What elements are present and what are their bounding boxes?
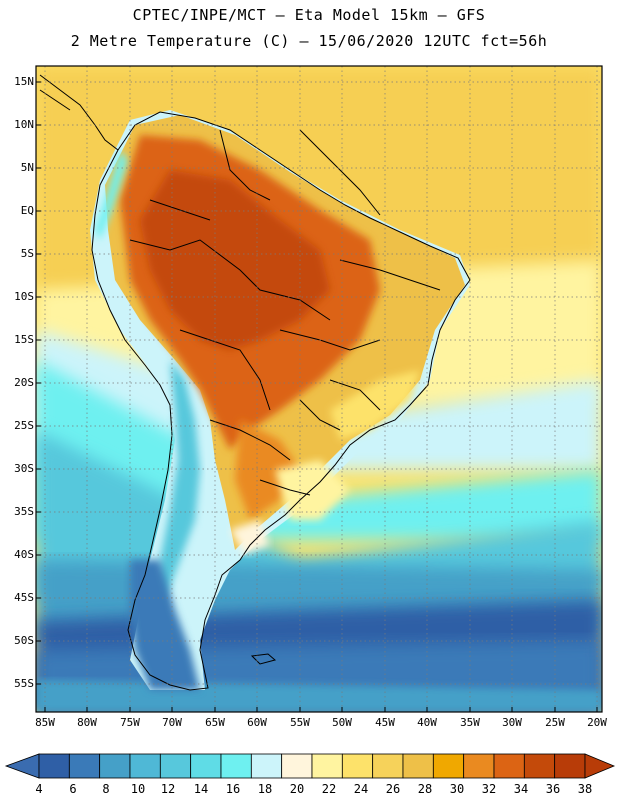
lon-label: 40W [417, 716, 437, 729]
lat-label: 5S [20, 247, 34, 260]
colorbar-swatch [341, 753, 374, 779]
lat-label: 40S [14, 548, 34, 561]
lon-label: 60W [247, 716, 267, 729]
temperature-field [36, 66, 602, 712]
colorbar-label: 14 [193, 782, 209, 796]
colorbar-label: 34 [513, 782, 529, 796]
lon-label: 85W [35, 716, 55, 729]
lat-label: 45S [14, 591, 34, 604]
lon-label: 20W [587, 716, 607, 729]
colorbar-swatch [432, 753, 465, 779]
colorbar-label: 36 [545, 782, 561, 796]
colorbar-swatch [250, 753, 283, 779]
lon-label: 50W [332, 716, 352, 729]
lat-label: 15N [14, 75, 34, 88]
south-america-landmass [90, 110, 470, 690]
colorbar-label: 32 [481, 782, 497, 796]
colorbar-label: 28 [417, 782, 433, 796]
lon-label: 35W [460, 716, 480, 729]
lat-label: 35S [14, 505, 34, 518]
lat-label: 55S [14, 677, 34, 690]
lon-label: 55W [290, 716, 310, 729]
colorbar-swatch [38, 753, 70, 779]
lat-label: 20S [14, 376, 34, 389]
lat-label: 10S [14, 290, 34, 303]
lon-label: 30W [502, 716, 522, 729]
colorbar [4, 753, 616, 779]
colorbar-label: 18 [257, 782, 273, 796]
colorbar-label: 30 [449, 782, 465, 796]
colorbar-swatch [68, 753, 101, 779]
lon-label: 25W [545, 716, 565, 729]
axis-ticks [36, 81, 598, 712]
lat-label: 30S [14, 462, 34, 475]
colorbar-swatch [493, 753, 525, 779]
colorbar-high-arrow [584, 753, 616, 779]
colorbar-label: 12 [160, 782, 176, 796]
colorbar-label: 24 [353, 782, 369, 796]
colorbar-label: 20 [289, 782, 305, 796]
colorbar-swatch [281, 753, 313, 779]
lon-label: 70W [162, 716, 182, 729]
lon-label: 80W [77, 716, 97, 729]
lat-label: EQ [20, 204, 34, 217]
lat-label: 25S [14, 419, 34, 432]
colorbar-low-arrow [4, 753, 40, 779]
lon-label: 45W [375, 716, 395, 729]
lat-label: 5N [20, 161, 34, 174]
colorbar-swatch [402, 753, 434, 779]
colorbar-label: 16 [225, 782, 241, 796]
colorbar-swatch [220, 753, 252, 779]
map-subtitle: 2 Metre Temperature (C) – 15/06/2020 12U… [70, 32, 548, 50]
colorbar-label: 22 [321, 782, 337, 796]
colorbar-label: 4 [35, 782, 43, 796]
colorbar-swatch [129, 753, 161, 779]
lat-label: 15S [14, 333, 34, 346]
lat-label: 10N [14, 118, 34, 131]
colorbar-swatch [554, 753, 586, 779]
colorbar-swatch [190, 753, 222, 779]
colorbar-label: 8 [102, 782, 110, 796]
colorbar-swatch [463, 753, 495, 779]
colorbar-label: 38 [577, 782, 593, 796]
map-frame [35, 65, 603, 713]
lon-label: 65W [205, 716, 225, 729]
colorbar-swatch [372, 753, 404, 779]
colorbar-label: 6 [69, 782, 77, 796]
colorbar-swatch [523, 753, 556, 779]
lon-label: 75W [120, 716, 140, 729]
colorbar-swatch [99, 753, 131, 779]
map-title: CPTEC/INPE/MCT – Eta Model 15km – GFS [132, 6, 486, 24]
lat-label: 50S [14, 634, 34, 647]
colorbar-swatch [159, 753, 192, 779]
colorbar-swatch [311, 753, 343, 779]
colorbar-label: 26 [385, 782, 401, 796]
colorbar-label: 10 [130, 782, 146, 796]
